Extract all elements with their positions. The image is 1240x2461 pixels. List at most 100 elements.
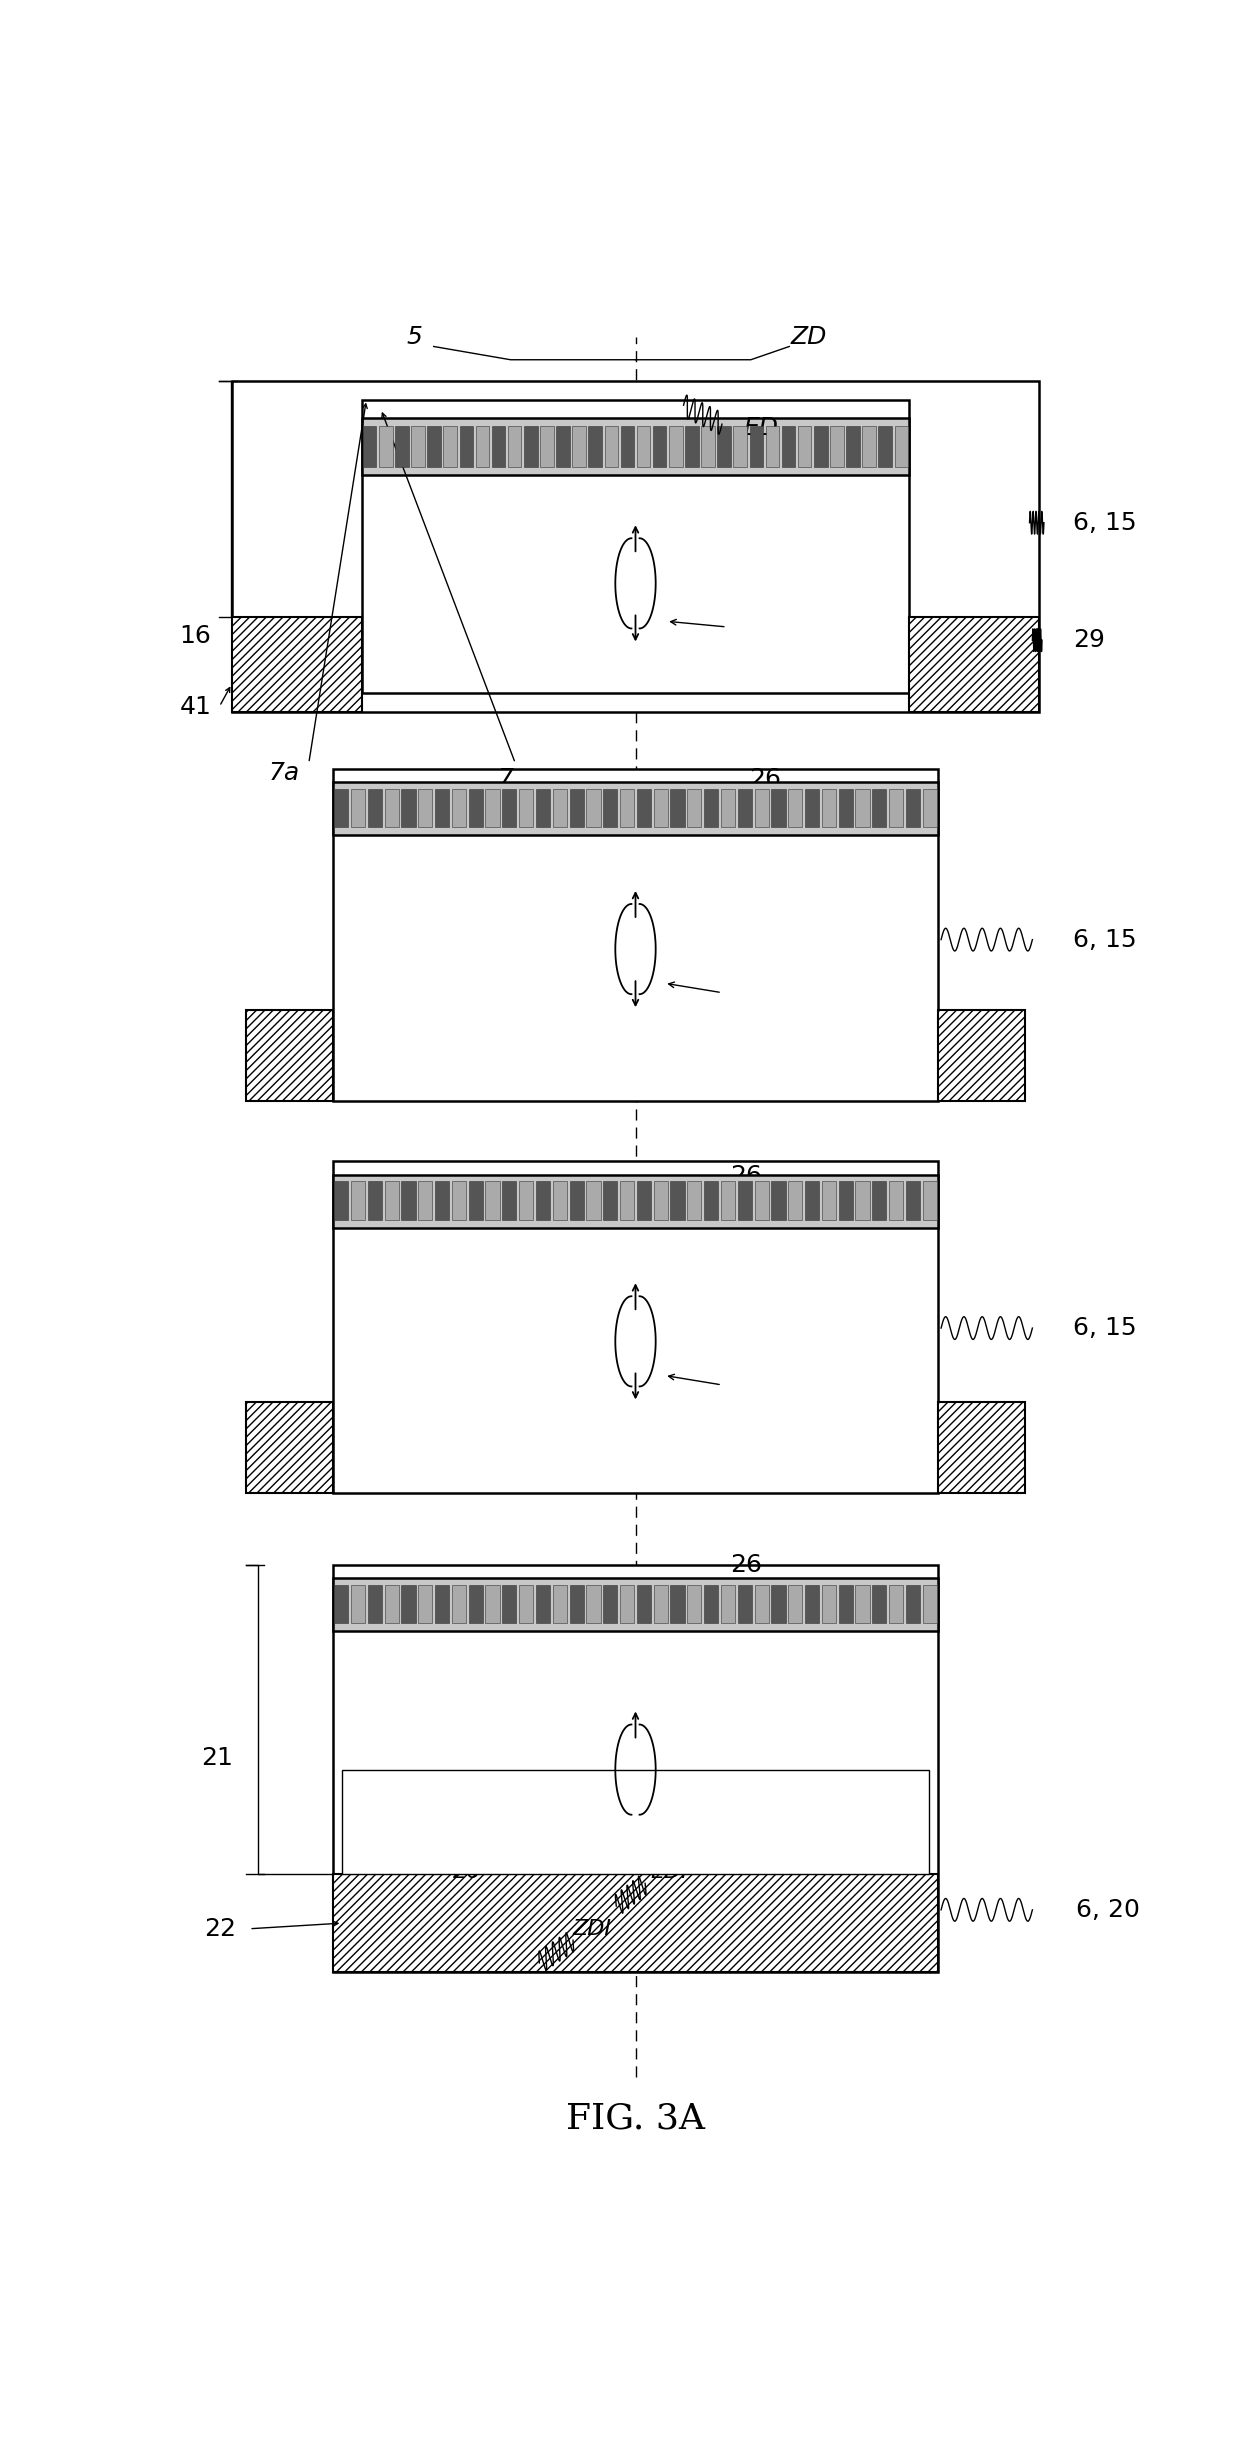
Bar (587, 790, 600, 827)
Bar (878, 426, 892, 468)
Bar (755, 1585, 769, 1624)
Bar (332, 768, 939, 1100)
Bar (418, 790, 433, 827)
Bar (906, 1585, 920, 1624)
Bar (720, 1181, 735, 1221)
Bar (486, 790, 500, 827)
Bar (872, 1181, 887, 1221)
Bar (418, 1181, 433, 1221)
Text: 26: 26 (453, 1863, 481, 1883)
Bar (830, 426, 843, 468)
Text: 22: 22 (205, 1917, 237, 1942)
Bar (637, 790, 651, 827)
Bar (687, 1585, 702, 1624)
Bar (838, 1181, 853, 1221)
Bar (553, 1585, 567, 1624)
Bar (508, 426, 522, 468)
Bar (906, 790, 920, 827)
Bar (362, 418, 909, 475)
Bar (720, 790, 735, 827)
Bar (738, 790, 751, 827)
Bar (332, 783, 939, 834)
Bar (872, 790, 887, 827)
Text: 29: 29 (1073, 628, 1105, 652)
Text: ZD: ZD (790, 325, 827, 349)
Bar (451, 1585, 466, 1624)
Bar (704, 1181, 718, 1221)
Bar (805, 1181, 820, 1221)
Bar (492, 426, 506, 468)
Bar (384, 1181, 399, 1221)
Bar (603, 1585, 618, 1624)
Text: 26: 26 (730, 1553, 763, 1578)
Bar (402, 1585, 415, 1624)
Bar (653, 790, 668, 827)
Bar (402, 790, 415, 827)
Bar (797, 426, 811, 468)
Bar (332, 1578, 939, 1632)
Bar (653, 1585, 668, 1624)
Bar (536, 1181, 551, 1221)
Bar (573, 426, 585, 468)
Bar (379, 426, 393, 468)
Bar (738, 1585, 751, 1624)
Bar (232, 618, 362, 711)
Bar (671, 1585, 684, 1624)
Bar (789, 1585, 802, 1624)
Bar (232, 381, 1039, 711)
Bar (939, 1403, 1024, 1494)
Bar (396, 426, 409, 468)
Bar (671, 1181, 684, 1221)
Bar (621, 426, 634, 468)
Bar (363, 426, 377, 468)
Bar (838, 790, 853, 827)
Bar (587, 1585, 600, 1624)
Bar (671, 790, 684, 827)
Bar (368, 790, 382, 827)
Bar (720, 1585, 735, 1624)
Bar (412, 426, 425, 468)
Bar (444, 426, 458, 468)
Bar (749, 426, 763, 468)
Bar (486, 1585, 500, 1624)
Bar (909, 618, 1039, 711)
Bar (502, 790, 516, 827)
Bar (894, 426, 908, 468)
Bar (502, 1585, 516, 1624)
Bar (569, 1181, 584, 1221)
Bar (332, 1565, 939, 1971)
Bar (569, 1585, 584, 1624)
Bar (805, 790, 820, 827)
Bar (620, 790, 634, 827)
Bar (451, 790, 466, 827)
Bar (536, 1585, 551, 1624)
Bar (469, 1585, 482, 1624)
Bar (738, 1181, 751, 1221)
Bar (557, 426, 569, 468)
Text: ED: ED (743, 416, 777, 441)
Bar (435, 1585, 449, 1624)
Bar (704, 1585, 718, 1624)
Text: 6, 20: 6, 20 (1075, 1897, 1140, 1922)
Text: 7a: 7a (269, 760, 300, 785)
Bar (334, 1585, 348, 1624)
Bar (702, 426, 714, 468)
Bar (332, 1873, 939, 1971)
Bar (733, 426, 746, 468)
Text: 16: 16 (180, 625, 211, 647)
Bar (342, 1769, 929, 1873)
Bar (469, 790, 482, 827)
Bar (351, 1181, 365, 1221)
Bar (755, 1181, 769, 1221)
Text: 6, 15: 6, 15 (1073, 512, 1136, 534)
Bar (813, 426, 827, 468)
Bar (605, 426, 618, 468)
Bar (603, 790, 618, 827)
Bar (536, 790, 551, 827)
Bar (686, 426, 698, 468)
Bar (771, 790, 785, 827)
Text: 26: 26 (749, 765, 781, 790)
Bar (418, 1585, 433, 1624)
Bar (525, 426, 538, 468)
Bar (637, 1181, 651, 1221)
